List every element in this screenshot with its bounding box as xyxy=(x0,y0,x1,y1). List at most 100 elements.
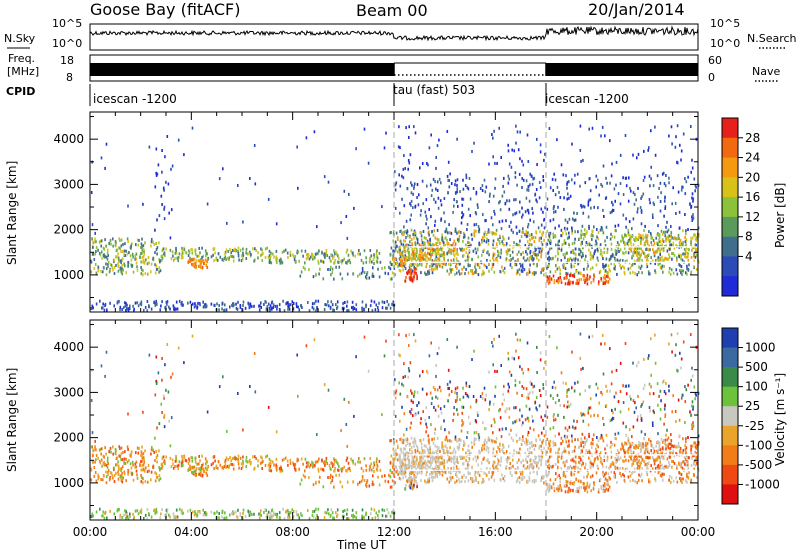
heatmap-cell xyxy=(652,424,654,427)
heatmap-cell xyxy=(326,254,329,257)
heatmap-cell xyxy=(117,269,120,273)
heatmap-cell xyxy=(377,517,380,520)
heatmap-cell xyxy=(204,457,207,461)
heatmap-cell xyxy=(177,259,179,263)
heatmap-cell xyxy=(94,471,97,474)
heatmap-cell xyxy=(176,515,179,519)
heatmap-cell xyxy=(464,259,467,263)
heatmap-cell xyxy=(123,249,126,253)
heatmap-cell xyxy=(269,304,272,308)
heatmap-cell xyxy=(177,138,180,142)
heatmap-cell xyxy=(240,462,243,466)
heatmap-cell xyxy=(531,255,534,258)
heatmap-cell xyxy=(347,517,350,521)
heatmap-cell xyxy=(333,249,335,253)
heatmap-cell xyxy=(650,165,652,169)
heatmap-cell xyxy=(400,253,403,257)
heatmap-cell xyxy=(119,239,121,242)
heatmap-cell xyxy=(276,304,278,308)
heatmap-cell xyxy=(666,257,669,261)
heatmap-cell xyxy=(631,227,633,231)
heatmap-cell xyxy=(687,252,689,256)
heatmap-cell xyxy=(478,241,480,245)
heatmap-cell xyxy=(159,308,161,312)
heatmap-cell xyxy=(347,309,350,313)
heatmap-cell xyxy=(253,258,256,262)
heatmap-cell xyxy=(573,211,575,215)
heatmap-cell xyxy=(123,470,125,474)
heatmap-cell xyxy=(378,483,381,487)
heatmap-cell xyxy=(691,248,693,252)
heatmap-cell xyxy=(396,236,399,240)
heatmap-cell xyxy=(632,217,635,221)
heatmap-cell xyxy=(448,249,451,253)
heatmap-cell xyxy=(513,149,515,153)
heatmap-cell xyxy=(529,243,531,247)
heatmap-cell xyxy=(370,507,373,511)
heatmap-cell xyxy=(563,226,566,230)
heatmap-cell xyxy=(691,217,694,221)
heatmap-cell xyxy=(450,248,452,252)
heatmap-cell xyxy=(142,456,145,460)
heatmap-cell xyxy=(344,301,346,304)
heatmap-cell xyxy=(431,461,433,465)
heatmap-cell xyxy=(467,258,469,262)
heatmap-cell xyxy=(452,210,454,214)
heatmap-cell xyxy=(438,466,441,470)
heatmap-cell xyxy=(218,512,220,515)
heatmap-cell xyxy=(452,466,455,470)
heatmap-cell xyxy=(254,455,256,459)
heatmap-cell xyxy=(205,459,208,463)
heatmap-cell xyxy=(239,456,242,460)
heatmap-cell xyxy=(559,272,561,276)
heatmap-cell xyxy=(260,253,262,257)
heatmap-cell xyxy=(515,211,518,215)
heatmap-cell xyxy=(135,451,137,455)
heatmap-cell xyxy=(513,198,515,202)
heatmap-cell xyxy=(105,262,107,266)
heatmap-cell xyxy=(566,186,568,190)
heatmap-cell xyxy=(529,172,531,176)
heatmap-cell xyxy=(241,308,244,312)
heatmap-cell xyxy=(400,239,403,243)
heatmap-cell xyxy=(117,470,119,474)
heatmap-cell xyxy=(461,249,464,252)
heatmap-cell xyxy=(90,191,93,194)
heatmap-cell xyxy=(397,145,400,149)
heatmap-cell xyxy=(574,218,577,222)
heatmap-cell xyxy=(354,462,357,466)
heatmap-cell xyxy=(465,250,467,254)
heatmap-cell xyxy=(506,199,508,203)
heatmap-cell xyxy=(235,514,238,518)
heatmap-cell xyxy=(436,267,438,271)
heatmap-cell xyxy=(189,300,192,304)
heatmap-cell xyxy=(595,242,598,246)
heatmap-cell xyxy=(659,200,662,203)
heatmap-cell xyxy=(668,234,670,238)
heatmap-cell xyxy=(499,442,501,446)
heatmap-cell xyxy=(606,389,608,393)
heatmap-cell xyxy=(431,437,433,441)
heatmap-cell xyxy=(456,178,459,182)
heatmap-cell xyxy=(498,126,500,130)
heatmap-cell xyxy=(305,136,308,140)
heatmap-cell xyxy=(628,261,631,265)
heatmap-cell xyxy=(540,207,543,211)
heatmap-cell xyxy=(606,247,609,251)
heatmap-cell xyxy=(369,512,372,516)
heatmap-cell xyxy=(502,449,504,453)
heatmap-cell xyxy=(631,256,633,260)
heatmap-cell xyxy=(640,417,643,421)
heatmap-cell xyxy=(155,299,158,303)
heatmap-cell xyxy=(119,513,122,517)
heatmap-cell xyxy=(348,466,351,470)
heatmap-cell xyxy=(501,448,503,452)
heatmap-cell xyxy=(384,474,386,478)
heatmap-cell xyxy=(316,225,318,229)
heatmap-cell xyxy=(434,236,437,240)
heatmap-cell xyxy=(580,236,582,240)
heatmap-cell xyxy=(95,454,98,457)
heatmap-cell xyxy=(373,508,376,512)
heatmap-cell xyxy=(127,260,129,264)
heatmap-cell xyxy=(492,254,495,258)
